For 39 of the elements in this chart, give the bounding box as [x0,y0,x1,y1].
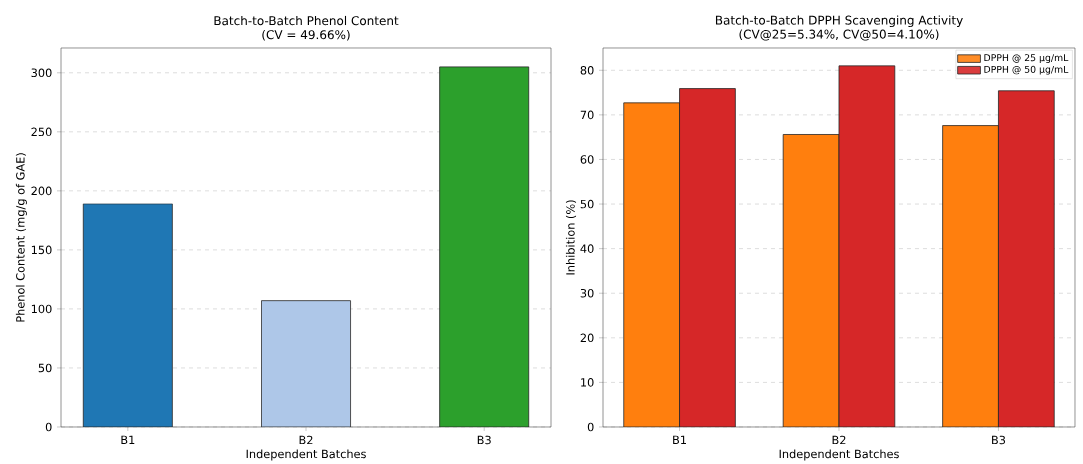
y-tick-label: 50 [580,199,594,209]
bar [942,125,999,427]
y-tick-label: 0 [45,422,52,432]
x-tick-label: B2 [299,435,313,445]
y-tick-label: 70 [580,110,594,120]
y-tick-label: 80 [580,66,594,75]
y-tick-label: 0 [587,422,594,432]
y-tick-label: 10 [581,378,594,387]
y-tick-label: 50 [38,363,52,373]
x-tick-label: B2 [832,435,846,445]
chart-subtitle: (CV = 49.66%) [262,29,350,41]
chart-title: Batch-to-Batch DPPH Scavenging Activity [715,15,963,28]
y-tick-label: 200 [31,186,52,196]
bar [679,88,736,427]
chart-subtitle: (CV@25=5.34%, CV@50=4.10%) [739,29,939,41]
x-axis-title: Independent Batches [779,449,899,461]
x-tick-label: B1 [121,435,135,444]
y-tick-label: 20 [580,333,594,343]
bar [623,102,680,427]
y-axis-title: Inhibition (%) [565,200,577,275]
y-tick-label: 150 [31,245,52,255]
legend-label: DPPH @ 25 µg/mL [984,54,1069,64]
y-tick-label: 250 [31,127,52,137]
y-tick-label: 30 [580,288,594,298]
x-tick-label: B3 [992,435,1006,445]
x-tick-label: B1 [673,435,686,444]
x-axis-title: Independent Batches [246,449,366,461]
y-tick-label: 100 [31,304,52,314]
y-tick-label: 300 [31,68,52,78]
bar [838,65,896,427]
legend-label: DPPH @ 50 µg/mL [984,65,1069,75]
y-tick-label: 40 [580,244,594,253]
chart-title: Batch-to-Batch Phenol Content [214,15,399,26]
bar [439,66,530,427]
x-tick-label: B3 [477,435,491,445]
bar [782,134,840,427]
bar [998,90,1055,427]
y-tick-label: 60 [580,155,594,164]
y-axis-title: Phenol Content (mg/g of GAE) [15,153,27,322]
